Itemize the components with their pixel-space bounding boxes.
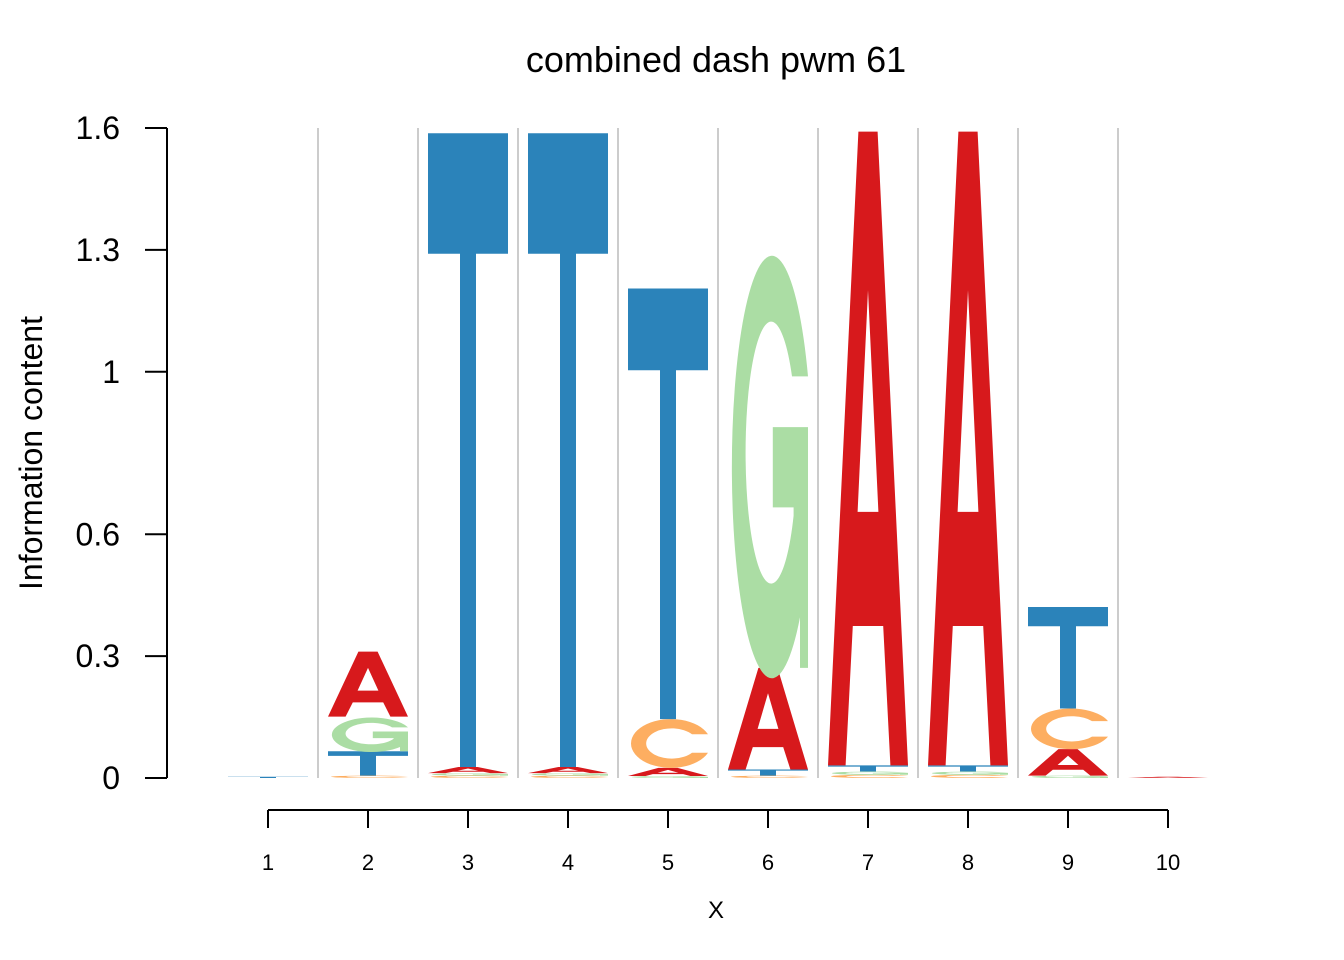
letter-glyph <box>628 288 708 720</box>
letter-A-pos3 <box>428 767 508 774</box>
letter-T-pos8 <box>928 765 1008 772</box>
letter-glyph <box>528 767 608 774</box>
letter-C-pos3 <box>431 775 508 778</box>
x-tick-label: 6 <box>762 850 774 875</box>
letter-A-pos5 <box>628 767 708 776</box>
letter-glyph <box>431 773 508 776</box>
letter-G-pos6 <box>731 255 808 679</box>
letter-glyph <box>728 667 808 770</box>
y-tick-label: 0.3 <box>76 638 120 674</box>
letter-glyph <box>1128 776 1208 778</box>
letter-glyph <box>831 774 908 778</box>
y-axis: 0 0.3 0.6 1 1.3 1.6 <box>76 110 168 796</box>
logo-stacks <box>228 131 1208 779</box>
y-axis-label: Information content <box>13 316 49 590</box>
letter-glyph <box>1031 775 1108 779</box>
letter-T-pos4 <box>528 133 608 768</box>
letter-T-pos9 <box>1028 606 1108 709</box>
letter-glyph <box>331 775 408 778</box>
y-tick-label: 0.6 <box>76 516 120 552</box>
y-tick-label: 1 <box>102 354 120 390</box>
letter-G-pos7 <box>831 771 908 775</box>
letter-glyph <box>828 131 908 766</box>
letter-C-pos4 <box>531 775 608 778</box>
x-tick-label: 10 <box>1156 850 1180 875</box>
x-axis-label: X <box>708 897 724 924</box>
letter-glyph <box>331 717 408 753</box>
letter-G-pos2 <box>331 717 408 753</box>
letter-C-pos9 <box>1031 708 1108 750</box>
x-tick-label: 4 <box>562 850 574 875</box>
letter-C-pos6 <box>731 775 808 778</box>
letter-A-pos2 <box>328 651 408 717</box>
letter-G-pos3 <box>431 773 508 776</box>
letter-glyph <box>828 765 908 772</box>
letter-G-pos4 <box>531 773 608 776</box>
grid-lines <box>317 128 1119 778</box>
letter-T-pos1 <box>228 776 308 778</box>
letter-T-pos6 <box>728 769 808 776</box>
letter-C-pos5 <box>631 719 708 768</box>
letter-A-pos6 <box>728 667 808 770</box>
letter-glyph <box>631 776 708 779</box>
letter-T-pos5 <box>628 288 708 720</box>
letter-T-pos7 <box>828 765 908 772</box>
y-tick-label: 1.3 <box>76 232 120 268</box>
y-tick-label: 1.6 <box>76 110 120 146</box>
letter-glyph <box>831 771 908 775</box>
y-tick-label: 0 <box>102 760 120 796</box>
letter-glyph <box>928 765 1008 772</box>
letter-glyph <box>328 651 408 717</box>
letter-glyph <box>328 751 408 776</box>
letter-A-pos7 <box>828 131 908 766</box>
letter-A-pos4 <box>528 767 608 774</box>
letter-glyph <box>931 771 1008 775</box>
letter-glyph <box>428 767 508 774</box>
letter-C-pos7 <box>831 774 908 778</box>
letter-glyph <box>731 255 808 679</box>
letter-glyph <box>1028 749 1108 776</box>
letter-glyph <box>931 774 1008 778</box>
letter-T-pos2 <box>328 751 408 776</box>
letter-glyph <box>531 775 608 778</box>
x-tick-label: 8 <box>962 850 974 875</box>
letter-glyph <box>531 773 608 776</box>
letter-glyph <box>528 133 608 768</box>
letter-C-pos2 <box>331 775 408 778</box>
letter-glyph <box>628 767 708 776</box>
letter-G-pos5 <box>631 776 708 779</box>
letter-glyph <box>428 133 508 768</box>
letter-glyph <box>728 769 808 776</box>
letter-A-pos9 <box>1028 749 1108 776</box>
x-tick-label: 3 <box>462 850 474 875</box>
letter-glyph <box>228 776 308 778</box>
letter-A-pos10 <box>1128 776 1208 778</box>
x-tick-label: 9 <box>1062 850 1074 875</box>
letter-A-pos8 <box>928 131 1008 766</box>
x-axis: 1 2 3 4 5 6 7 8 9 10 <box>262 809 1180 875</box>
letter-C-pos8 <box>931 774 1008 778</box>
x-tick-label: 7 <box>862 850 874 875</box>
letter-glyph <box>1028 606 1108 709</box>
x-tick-label: 1 <box>262 850 274 875</box>
letter-glyph <box>1031 708 1108 750</box>
letter-G-pos9 <box>1031 775 1108 779</box>
x-tick-label: 2 <box>362 850 374 875</box>
letter-glyph <box>431 775 508 778</box>
letter-glyph <box>731 775 808 778</box>
letter-glyph <box>631 719 708 768</box>
letter-T-pos3 <box>428 133 508 768</box>
chart-title: combined dash pwm 61 <box>526 39 906 80</box>
letter-G-pos8 <box>931 771 1008 775</box>
letter-glyph <box>928 131 1008 766</box>
x-tick-label: 5 <box>662 850 674 875</box>
